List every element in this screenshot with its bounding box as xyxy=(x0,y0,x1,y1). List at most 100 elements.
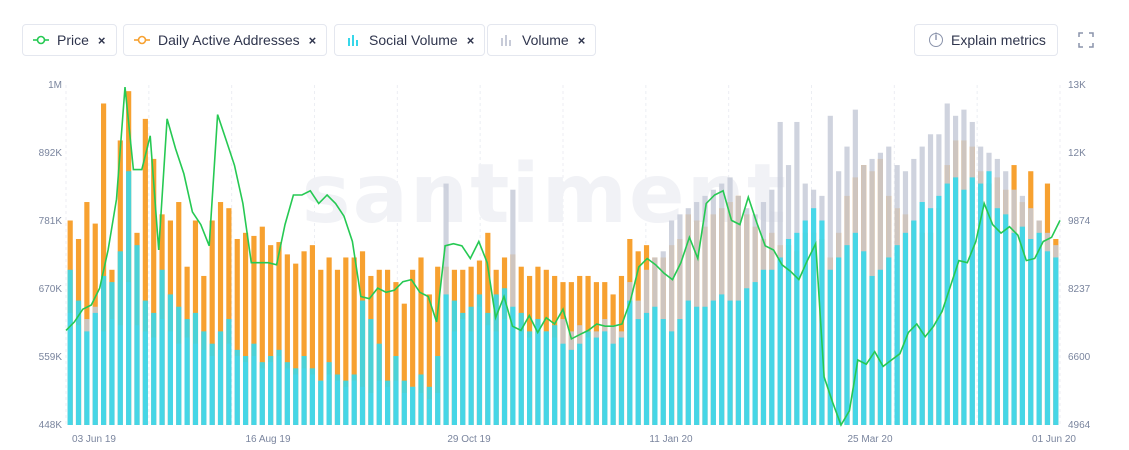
social-volume-bar xyxy=(827,269,833,425)
social-volume-bar xyxy=(176,306,182,425)
social-volume-bar xyxy=(1053,257,1059,425)
social-volume-bar xyxy=(802,220,808,425)
social-volume-bar xyxy=(794,232,800,425)
social-volume-bar xyxy=(969,177,975,425)
social-volume-bar xyxy=(852,232,858,425)
explain-metrics-button[interactable]: Explain metrics xyxy=(914,24,1058,56)
social-volume-bar xyxy=(1011,232,1017,425)
social-volume-bar xyxy=(443,294,449,425)
social-volume-bar xyxy=(927,208,934,425)
social-volume-bar xyxy=(242,356,249,425)
social-volume-bar xyxy=(393,356,399,425)
social-volume-bar xyxy=(986,171,992,425)
social-volume-bar xyxy=(117,251,123,425)
daa-bar xyxy=(242,232,249,425)
social-volume-bar xyxy=(543,331,549,425)
social-volume-bar xyxy=(886,257,892,425)
social-volume-bar xyxy=(652,306,658,425)
social-volume-bar xyxy=(719,294,725,425)
left-tick-label: 559K xyxy=(39,352,63,363)
social-volume-bar xyxy=(384,380,391,425)
social-volume-bar xyxy=(67,269,73,425)
close-icon[interactable]: × xyxy=(577,32,586,48)
social-volume-bar xyxy=(251,343,257,425)
social-volume-bar xyxy=(744,288,750,425)
left-tick-label: 1M xyxy=(48,80,62,91)
right-tick-label: 8237 xyxy=(1068,284,1091,295)
daa-bar xyxy=(151,158,157,426)
social-volume-bar xyxy=(777,257,783,425)
metric-chip-social-volume[interactable]: Social Volume × xyxy=(334,24,486,56)
social-volume-bar xyxy=(100,275,107,425)
social-volume-bar xyxy=(836,257,842,425)
social-volume-bar xyxy=(376,343,382,425)
social-volume-bar xyxy=(460,312,466,425)
social-volume-bar xyxy=(685,300,691,425)
x-axis: 03 Jun 19 16 Aug 19 29 Oct 19 11 Jan 20 25 M… xyxy=(72,434,1076,445)
daa-bar xyxy=(251,235,257,425)
social-volume-bar xyxy=(485,312,491,425)
social-volume-bar xyxy=(877,269,884,425)
social-volume-bar xyxy=(134,245,140,425)
metric-chip-daily-active-addresses[interactable]: Daily Active Addresses × xyxy=(123,24,328,56)
close-icon[interactable]: × xyxy=(97,32,106,48)
social-volume-bar xyxy=(368,319,374,425)
social-volume-bar xyxy=(978,183,984,425)
bar-icon xyxy=(501,35,511,46)
social-volume-bar xyxy=(209,343,215,425)
line-icon xyxy=(134,35,150,45)
social-volume-bar xyxy=(694,306,700,425)
social-volume-bar xyxy=(752,282,758,425)
daa-bar xyxy=(276,242,282,425)
daa-bar xyxy=(393,282,399,425)
daa-bar xyxy=(234,238,240,425)
social-volume-bar xyxy=(869,275,875,425)
daa-bar xyxy=(309,245,316,425)
social-volume-bar xyxy=(234,349,240,425)
social-volume-bar xyxy=(936,195,942,425)
social-volume-bar xyxy=(627,300,633,425)
social-volume-bar xyxy=(159,269,165,425)
x-tick-label: 16 Aug 19 xyxy=(245,434,290,445)
social-volume-bar xyxy=(769,269,775,425)
social-volume-bar xyxy=(944,183,950,425)
close-icon[interactable]: × xyxy=(308,32,317,48)
social-volume-bar xyxy=(109,282,115,425)
social-volume-bar xyxy=(735,300,742,425)
daa-bar xyxy=(217,202,224,425)
right-tick-label: 13K xyxy=(1068,80,1086,91)
explain-metrics-label: Explain metrics xyxy=(951,32,1046,48)
social-volume-bar xyxy=(201,331,207,425)
daa-bar xyxy=(226,208,232,425)
left-tick-label: 448K xyxy=(39,420,63,431)
social-volume-bar xyxy=(585,331,591,425)
social-volume-bar xyxy=(635,319,641,425)
social-volume-bar xyxy=(994,208,1000,425)
social-volume-bar xyxy=(961,189,967,425)
social-volume-bar xyxy=(810,208,817,425)
social-volume-bar xyxy=(593,337,600,425)
social-volume-bar xyxy=(184,319,190,425)
bar-icon xyxy=(348,35,358,46)
fullscreen-icon[interactable] xyxy=(1078,32,1094,48)
chart-bars xyxy=(67,91,1059,426)
social-volume-bar xyxy=(401,380,407,425)
daa-bar xyxy=(410,269,416,425)
social-volume-bar xyxy=(668,331,675,425)
social-volume-bar xyxy=(911,220,917,425)
social-volume-bar xyxy=(501,288,508,425)
daa-bar xyxy=(142,118,148,426)
social-volume-bar xyxy=(126,171,132,425)
daa-bar xyxy=(384,269,391,425)
close-icon[interactable]: × xyxy=(466,32,475,48)
social-volume-bar xyxy=(75,300,82,425)
right-tick-label: 9874 xyxy=(1068,216,1091,227)
social-volume-bar xyxy=(293,368,299,425)
social-volume-bar xyxy=(268,356,274,425)
metric-chip-volume[interactable]: Volume × xyxy=(487,24,597,56)
metric-chip-price[interactable]: Price × xyxy=(22,24,117,56)
right-tick-label: 12K xyxy=(1068,148,1086,159)
social-volume-bar xyxy=(710,300,716,425)
social-volume-bar xyxy=(643,312,650,425)
